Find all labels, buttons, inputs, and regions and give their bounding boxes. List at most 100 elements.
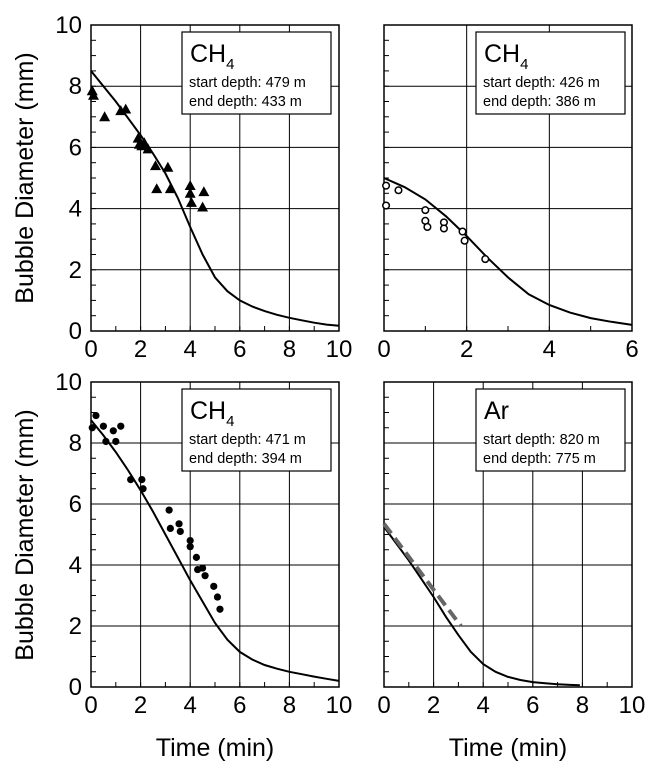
data-point-open-circle	[421, 206, 430, 215]
data-point-filled-circle	[192, 553, 200, 561]
y-tick-label: 2	[69, 613, 82, 640]
x-tick-label: 0	[377, 336, 390, 363]
info-box-frame	[181, 388, 332, 472]
data-point-filled-circle	[99, 422, 107, 430]
y-tick-label: 6	[69, 491, 82, 518]
data-point-open-circle	[439, 224, 448, 233]
data-point-filled-circle	[165, 506, 173, 514]
info-box: CH4 start depth: 471 m end depth: 394 m	[181, 388, 332, 472]
gas-label: CH4	[484, 40, 528, 73]
y-tick-label: 4	[69, 196, 82, 223]
data-point-filled-circle	[166, 524, 174, 533]
data-point-triangle	[149, 160, 161, 171]
gas-formula: CH	[190, 397, 226, 425]
gas-label: CH4	[190, 397, 234, 430]
x-tick-label: 8	[283, 336, 296, 363]
data-point-filled-circle	[186, 537, 194, 545]
data-point-filled-circle	[175, 520, 183, 528]
start-depth: start depth: 426 m	[483, 75, 600, 91]
data-point-triangle	[162, 161, 174, 172]
data-point-open-circle	[458, 227, 467, 236]
info-box: CH4 start depth: 479 m end depth: 433 m	[181, 31, 332, 115]
fit-line-dashed	[382, 522, 463, 628]
x-tick-label: 2	[134, 336, 147, 363]
plot-frame	[90, 381, 340, 688]
x-tick-label: 2	[460, 336, 473, 363]
y-tick-label: 8	[69, 430, 82, 457]
data-point-open-circle	[460, 236, 469, 245]
data-point-filled-circle	[176, 527, 184, 536]
y-tick-label: 10	[55, 12, 82, 39]
gas-formula: Ar	[484, 397, 509, 425]
data-point-filled-circle	[109, 427, 117, 435]
y-tick-label: 10	[55, 369, 82, 396]
x-tick-label: 8	[283, 692, 296, 719]
data-point-triangle	[198, 186, 210, 197]
plot-frame	[383, 381, 633, 688]
gas-label: Ar	[484, 397, 509, 425]
end-depth: end depth: 433 m	[189, 94, 302, 110]
gas-formula: CH	[190, 40, 226, 68]
data-point-triangle	[197, 201, 209, 212]
x-tick-label: 4	[184, 336, 197, 363]
x-tick-label: 6	[625, 336, 638, 363]
start-depth: start depth: 479 m	[189, 75, 306, 91]
data-point-filled-circle	[102, 437, 110, 446]
data-point-filled-circle	[88, 424, 96, 432]
x-tick-label: 6	[233, 336, 246, 363]
x-tick-label: 10	[619, 692, 646, 719]
x-tick-label: 4	[543, 336, 556, 363]
x-tick-label: 4	[477, 692, 490, 719]
info-box: Ar start depth: 820 m end depth: 775 m	[475, 388, 626, 472]
gas-subscript: 4	[226, 56, 234, 73]
end-depth: end depth: 386 m	[483, 94, 596, 110]
data-point-triangle	[184, 180, 196, 191]
data-point-triangle	[185, 196, 197, 207]
plot-frame	[90, 24, 340, 332]
model-curve	[90, 70, 340, 327]
end-depth: end depth: 394 m	[189, 451, 302, 467]
end-depth: end depth: 775 m	[483, 451, 596, 467]
data-point-filled-circle	[127, 476, 135, 484]
x-tick-label: 6	[526, 692, 539, 719]
data-point-filled-circle	[117, 422, 125, 430]
x-tick-label: 0	[84, 692, 97, 719]
y-tick-label: 0	[69, 674, 82, 701]
x-tick-label: 8	[576, 692, 589, 719]
x-axis-label-left: Time (min)	[156, 734, 275, 762]
data-point-triangle	[138, 137, 150, 148]
data-point-triangle	[132, 132, 144, 143]
x-tick-label: 2	[427, 692, 440, 719]
x-tick-label: 0	[84, 336, 97, 363]
y-tick-label: 4	[69, 552, 82, 579]
data-point-open-circle	[394, 186, 403, 195]
info-box-frame	[475, 388, 626, 472]
x-tick-label: 4	[184, 692, 197, 719]
x-tick-label: 10	[326, 336, 353, 363]
data-point-open-circle	[382, 201, 391, 210]
data-point-filled-circle	[199, 564, 207, 572]
y-axis-label-bottom: Bubble Diameter (mm)	[11, 409, 39, 660]
model-curve	[383, 526, 580, 687]
y-tick-label: 8	[69, 73, 82, 100]
data-point-triangle	[184, 187, 196, 198]
data-point-filled-circle	[138, 476, 146, 484]
x-tick-label: 6	[233, 692, 246, 719]
data-point-triangle	[87, 89, 99, 100]
start-depth: start depth: 471 m	[189, 432, 306, 448]
x-tick-label: 2	[134, 692, 147, 719]
model-curve	[383, 177, 633, 326]
data-point-open-circle	[423, 222, 432, 232]
data-point-triangle	[142, 143, 154, 154]
x-tick-label: 0	[377, 692, 390, 719]
info-box-frame	[475, 31, 626, 115]
data-point-filled-circle	[92, 411, 100, 420]
data-point-triangle	[151, 183, 163, 194]
panel-top-right: 0 2 4 6 CH4 start depth: 426 m end depth: 386 …	[377, 24, 639, 363]
info-box-frame	[181, 31, 332, 115]
data-point-open-circle	[382, 181, 391, 190]
data-point-filled-circle	[213, 593, 222, 601]
